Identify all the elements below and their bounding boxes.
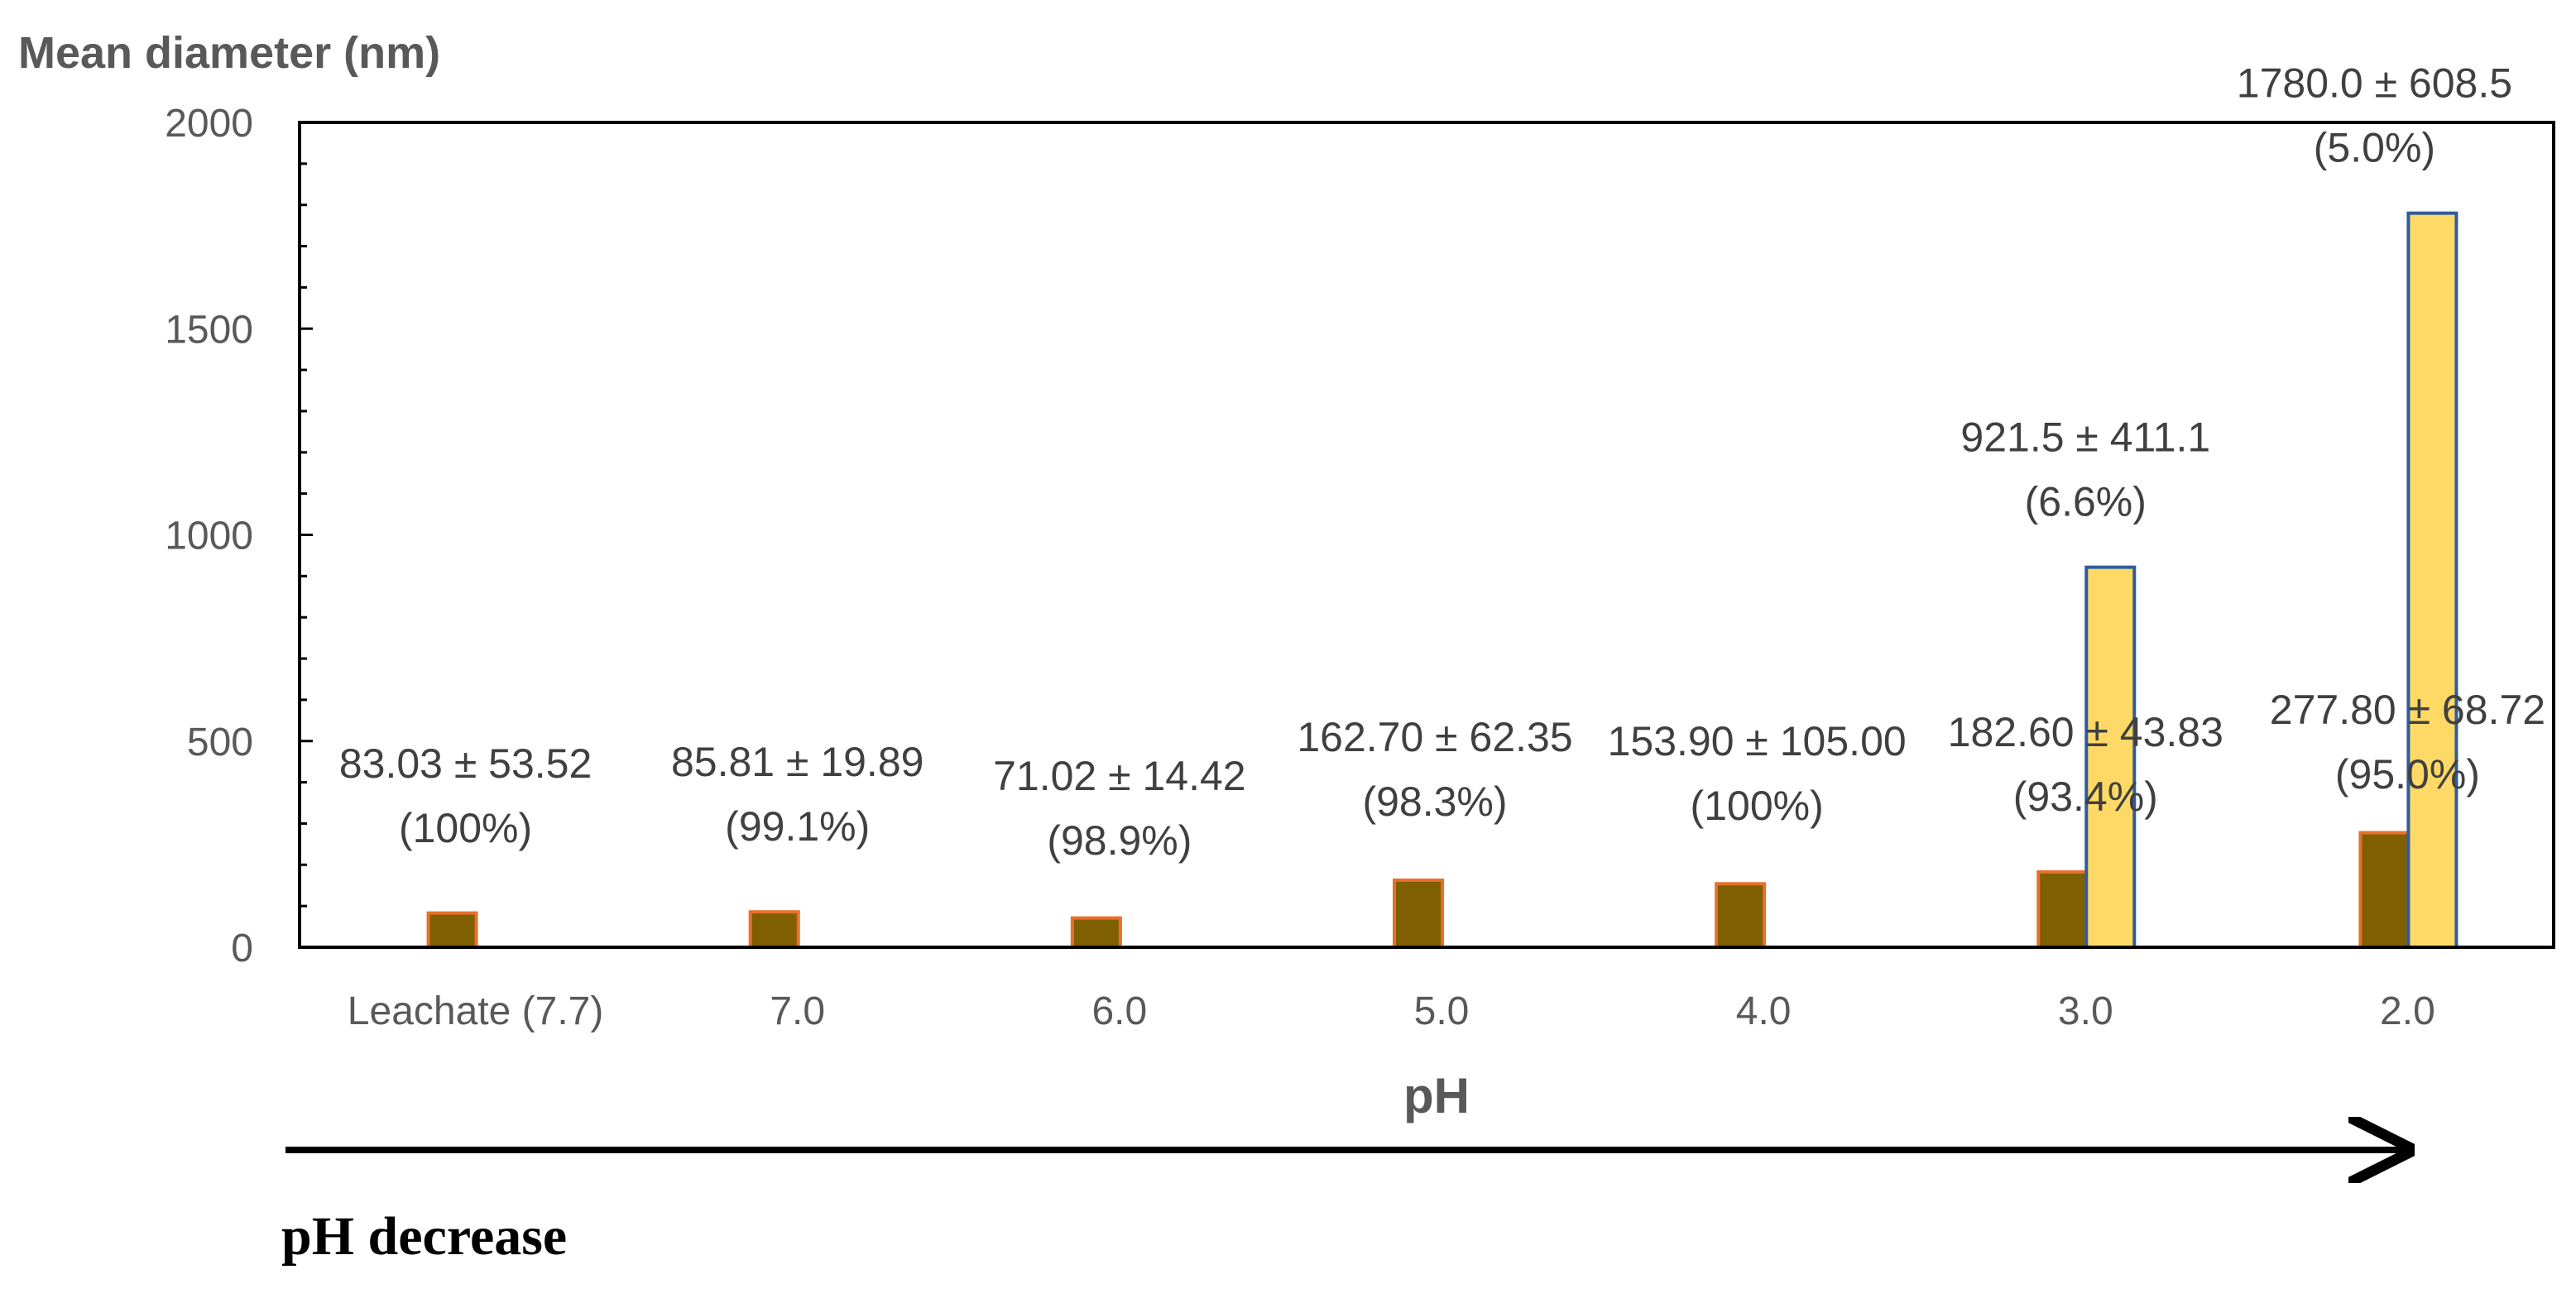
bar-series-1 <box>1393 878 1444 949</box>
bar-series-2 <box>2084 565 2137 949</box>
data-label: (99.1%) <box>725 803 870 850</box>
data-label: (6.6%) <box>2025 479 2147 525</box>
x-tick-label: 3.0 <box>2058 989 2113 1033</box>
data-label: (100%) <box>399 805 532 851</box>
data-label: (93.4%) <box>2013 774 2158 820</box>
bar-series-1 <box>1070 916 1122 950</box>
y-tick-label: 1000 <box>165 515 253 558</box>
y-tick-label: 2000 <box>165 102 253 146</box>
bar-series-1 <box>2036 869 2089 949</box>
data-label: 85.81 ± 19.89 <box>671 739 923 785</box>
bar-series-1 <box>426 911 478 949</box>
data-label: 83.03 ± 53.52 <box>339 740 592 787</box>
data-label: 71.02 ± 14.42 <box>993 753 1245 799</box>
x-tick-label: 2.0 <box>2380 989 2435 1033</box>
x-tick-label: 4.0 <box>1736 989 1792 1033</box>
x-tick-label: 6.0 <box>1091 989 1147 1033</box>
data-label: (98.3%) <box>1362 778 1507 825</box>
data-label: 153.90 ± 105.00 <box>1608 718 1907 764</box>
data-label: (95.0%) <box>2335 751 2480 798</box>
bar-series-1 <box>748 910 800 950</box>
data-label: 182.60 ± 43.83 <box>1948 709 2223 755</box>
x-axis-title: pH <box>1403 1068 1470 1123</box>
x-tick-label: Leachate (7.7) <box>348 989 604 1033</box>
data-label: 162.70 ± 62.35 <box>1297 714 1572 760</box>
y-tick-label: 1500 <box>165 308 253 352</box>
bar-series-2 <box>2406 211 2458 950</box>
data-label: (100%) <box>1691 783 1824 829</box>
ph-decrease-label: pH decrease <box>281 1206 567 1267</box>
y-axis-title: Mean diameter (nm) <box>18 28 440 78</box>
x-tick-label: 5.0 <box>1414 989 1470 1033</box>
data-label: 277.80 ± 68.72 <box>2270 687 2545 733</box>
data-label: (5.0%) <box>2314 125 2435 171</box>
bar-series-1 <box>1715 882 1767 950</box>
y-tick-label: 0 <box>231 927 253 970</box>
y-tick-label: 500 <box>187 721 253 764</box>
bar-series-1 <box>2358 831 2411 950</box>
data-label: 1780.0 ± 608.5 <box>2237 60 2512 107</box>
x-tick-label: 7.0 <box>770 989 825 1033</box>
data-label: (98.9%) <box>1047 817 1192 864</box>
data-label: 921.5 ± 411.1 <box>1960 414 2210 461</box>
